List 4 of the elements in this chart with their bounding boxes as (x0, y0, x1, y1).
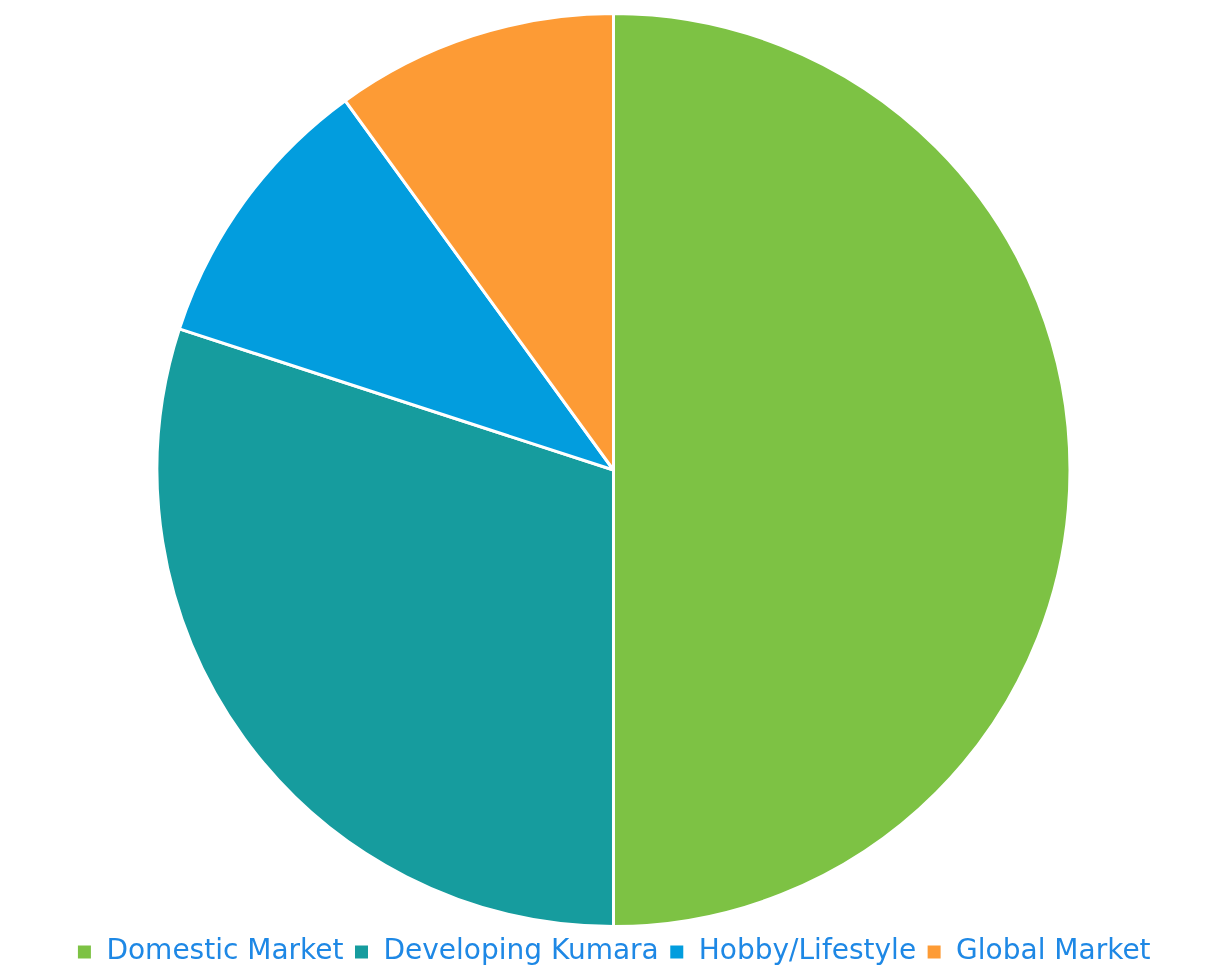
legend-label: Hobby/Lifestyle (698, 933, 917, 967)
legend-label: Developing Kumara (383, 933, 659, 967)
legend-label: Global Market (956, 933, 1151, 967)
legend-label: Domestic Market (106, 933, 344, 967)
